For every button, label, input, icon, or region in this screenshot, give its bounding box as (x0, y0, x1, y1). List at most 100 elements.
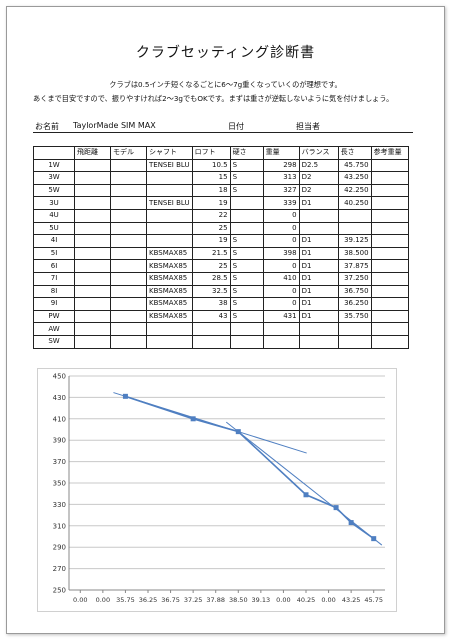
column-header: モデル (110, 146, 147, 160)
y-tick-label: 450 (53, 373, 66, 381)
cell-model (110, 158, 147, 173)
cell-model (110, 297, 147, 311)
chart-frame (37, 368, 397, 612)
cell-balance: D1 (298, 196, 339, 210)
cell-model (110, 208, 147, 223)
cell-shaft: KBSMAX85 (146, 284, 193, 299)
cell-club: 4U (33, 208, 75, 223)
table-row: 3U TENSEI BLU 19 339 D1 40.250 (33, 196, 409, 210)
x-tick-label: 37.25 (184, 596, 203, 604)
cell-flex: S (229, 284, 264, 299)
cell-distance (74, 183, 111, 198)
cell-balance: D1 (298, 271, 339, 286)
cell-ref (370, 309, 409, 324)
cell-loft: 19 (191, 234, 231, 248)
cell-length: 36.750 (337, 284, 372, 299)
cell-shaft: KBSMAX85 (146, 246, 193, 261)
cell-model (110, 221, 147, 236)
y-tick-label: 290 (53, 544, 66, 552)
cell-ref (370, 259, 409, 273)
x-tick-label: 0.00 (73, 596, 87, 604)
cell-club: 4I (33, 234, 75, 248)
cell-club: PW (33, 309, 75, 324)
cell-flex (229, 334, 264, 349)
cell-length: 42.250 (337, 183, 372, 198)
cell-distance (74, 309, 111, 324)
column-header: バランス (298, 146, 339, 160)
cell-flex (229, 196, 264, 210)
cell-model (110, 234, 147, 248)
data-point (348, 520, 354, 526)
cell-weight: 0 (262, 234, 300, 248)
cell-balance: D1 (298, 259, 339, 273)
cell-loft: 32.5 (191, 284, 231, 299)
cell-loft: 28.5 (191, 271, 231, 286)
column-header: ロフト (191, 146, 231, 160)
cell-shaft (146, 221, 193, 236)
cell-length: 45.750 (337, 158, 372, 173)
data-point (122, 393, 128, 399)
cell-length: 39.125 (337, 234, 372, 248)
document-title: クラブセッティング診断書 (135, 45, 316, 61)
cell-shaft: KBSMAX85 (146, 259, 193, 273)
cell-ref (370, 284, 409, 299)
table-row: 8I KBSMAX85 32.5 S 0 D1 36.750 (33, 284, 409, 299)
cell-balance: D2.5 (298, 158, 339, 173)
x-tick-label: 39.13 (252, 596, 271, 604)
cell-club: 6I (33, 259, 75, 273)
name-value: TaylorMade SIM MAX (73, 121, 156, 130)
cell-model (110, 271, 147, 286)
table-row: 5U 25 0 (33, 221, 409, 236)
cell-weight (262, 334, 300, 349)
cell-ref (370, 334, 409, 349)
column-header: シャフト (146, 146, 193, 160)
cell-weight: 0 (262, 297, 300, 311)
cell-length: 38.500 (337, 246, 372, 261)
cell-distance (74, 158, 111, 173)
cell-balance (298, 221, 339, 236)
cell-flex (229, 322, 264, 336)
y-tick-label: 350 (53, 480, 66, 488)
table-row: 4I 19 S 0 D1 39.125 (33, 234, 409, 248)
cell-flex: S (229, 158, 264, 173)
table-row: 5W 18 S 327 D2 42.250 (33, 183, 409, 198)
cell-distance (74, 297, 111, 311)
cell-length (337, 334, 372, 349)
cell-flex: S (229, 297, 264, 311)
cell-balance: D1 (298, 297, 339, 311)
cell-shaft (146, 208, 193, 223)
cell-flex: S (229, 309, 264, 324)
cell-club: 5W (33, 183, 75, 198)
cell-distance (74, 171, 111, 185)
cell-weight: 313 (262, 171, 300, 185)
table-row: AW (33, 322, 409, 336)
data-point (333, 505, 339, 511)
cell-ref (370, 271, 409, 286)
cell-shaft: KBSMAX85 (146, 297, 193, 311)
cell-shaft: KBSMAX85 (146, 309, 193, 324)
cell-length (337, 208, 372, 223)
cell-length: 37.250 (337, 271, 372, 286)
cell-loft: 22 (191, 208, 231, 223)
cell-model (110, 322, 147, 336)
cell-flex: S (229, 271, 264, 286)
y-tick-label: 370 (53, 458, 66, 466)
table-row: 3W 15 S 313 D2 43.250 (33, 171, 409, 185)
cell-model (110, 309, 147, 324)
cell-weight (262, 322, 300, 336)
column-header: 重量 (262, 146, 300, 160)
cell-distance (74, 271, 111, 286)
cell-weight: 410 (262, 271, 300, 286)
cell-loft: 38 (191, 297, 231, 311)
cell-flex (229, 221, 264, 236)
cell-ref (370, 297, 409, 311)
table-row: 1W TENSEI BLU 10.5 S 298 D2.5 45.750 (33, 158, 409, 173)
y-tick-label: 430 (53, 394, 66, 402)
guideline-note-2: あくまで目安ですので、振りやすければ2～3gでもOKです。まずは重さが逆転しない… (33, 94, 394, 103)
cell-length: 40.250 (337, 196, 372, 210)
cell-distance (74, 246, 111, 261)
trendline (225, 421, 383, 546)
cell-weight: 0 (262, 284, 300, 299)
cell-club: 9I (33, 297, 75, 311)
cell-club: 3U (33, 196, 75, 210)
